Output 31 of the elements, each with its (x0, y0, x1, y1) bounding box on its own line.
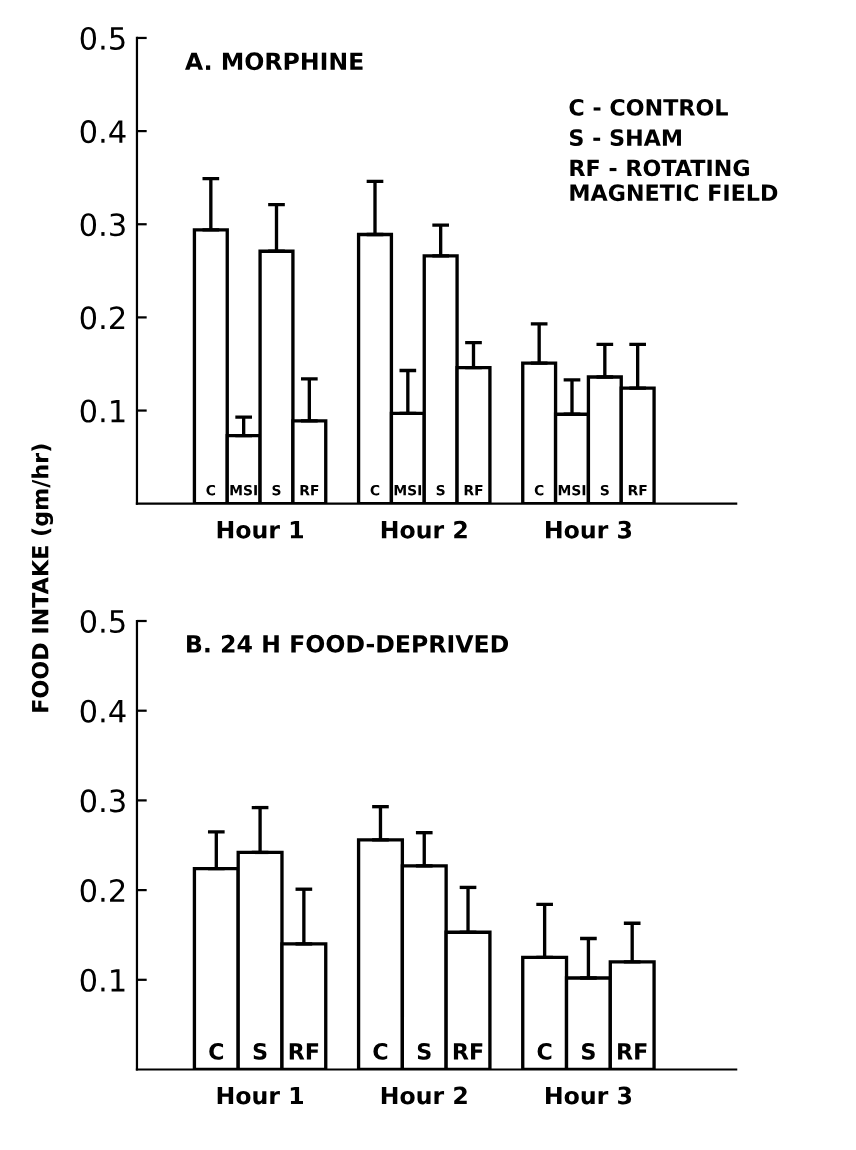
y-tick-label: 0.4 (80, 699, 126, 723)
x-tick-label: Hour 2 (381, 1086, 467, 1105)
series-label: C (209, 1043, 224, 1060)
series-label: S (253, 1043, 267, 1060)
annotation: RF - ROTATING MAGNETIC FIELD (570, 159, 778, 202)
x-tick-label: Hour 1 (217, 521, 303, 539)
x-tick-label: Hour 2 (381, 520, 467, 539)
text: C (537, 1043, 552, 1060)
y-tick-label: 0.3 (80, 213, 125, 237)
y-tick-label: 0.1 (80, 968, 125, 992)
text: C (373, 1043, 388, 1060)
text: RF (618, 1043, 647, 1060)
y-tick-label: 0.5 (80, 26, 125, 50)
y-tick-label: 0.3 (80, 789, 125, 813)
x-tick-label: Hour 3 (546, 520, 632, 539)
y-tick-label: 0.2 (80, 306, 125, 330)
x-tick-label: Hour 1 (217, 1086, 303, 1105)
y-tick-label: 0.1 (80, 399, 125, 423)
chart-title: A. MORPHINE (185, 52, 363, 71)
text: RF (453, 1043, 483, 1060)
text: S (417, 1043, 431, 1060)
y-tick-label: 0.4 (80, 120, 126, 144)
y-tick-label: 0.2 (80, 879, 125, 903)
chart-title: B. 24 H FOOD-DEPRIVED (187, 634, 509, 653)
annotation: S - SHAM (569, 129, 681, 146)
y-axis-title: FOOD INTAKE (gm/hr) (31, 444, 54, 712)
annotation: C - CONTROL (569, 98, 728, 116)
text: S (582, 1043, 595, 1060)
series-label: RF (289, 1043, 319, 1060)
x-tick-label: Hour 3 (546, 1086, 632, 1105)
y-tick-label: 0.5 (80, 609, 125, 634)
